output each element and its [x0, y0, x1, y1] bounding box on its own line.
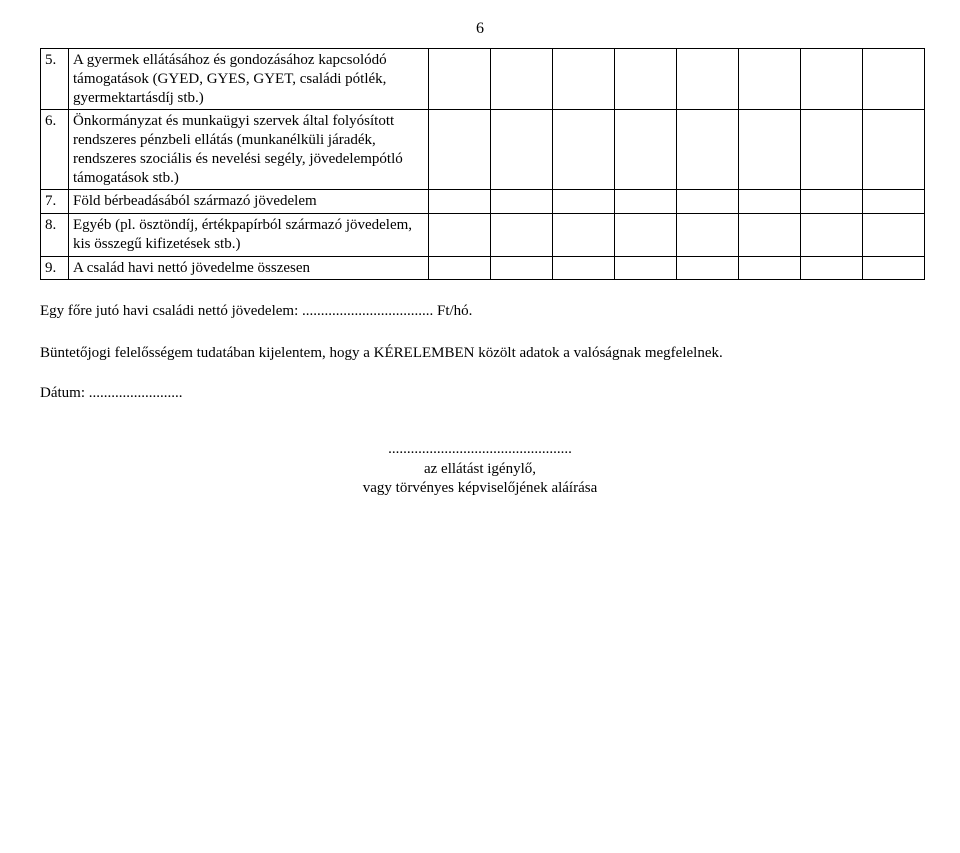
table-row: 6. Önkormányzat és munkaügyi szervek ált…	[41, 110, 925, 190]
row-number: 9.	[41, 256, 69, 280]
income-table: 5. A gyermek ellátásához és gondozásához…	[40, 48, 925, 280]
row-number: 5.	[41, 49, 69, 110]
data-cell	[801, 49, 863, 110]
row-description: A család havi nettó jövedelme összesen	[69, 256, 429, 280]
row-number: 8.	[41, 214, 69, 257]
row-description: Önkormányzat és munkaügyi szervek által …	[69, 110, 429, 190]
data-cell	[677, 256, 739, 280]
data-cell	[863, 49, 925, 110]
data-cell	[615, 256, 677, 280]
signature-line-1: az ellátást igénylő,	[40, 460, 920, 480]
data-cell	[615, 110, 677, 190]
data-cell	[739, 110, 801, 190]
data-cell	[429, 190, 491, 214]
data-cell	[429, 110, 491, 190]
data-cell	[429, 214, 491, 257]
data-cell	[429, 256, 491, 280]
data-cell	[615, 49, 677, 110]
data-cell	[863, 214, 925, 257]
data-cell	[677, 190, 739, 214]
data-cell	[863, 190, 925, 214]
table-row: 5. A gyermek ellátásához és gondozásához…	[41, 49, 925, 110]
data-cell	[739, 49, 801, 110]
data-cell	[801, 190, 863, 214]
data-cell	[739, 190, 801, 214]
data-cell	[677, 49, 739, 110]
data-cell	[491, 49, 553, 110]
data-cell	[677, 214, 739, 257]
data-cell	[491, 256, 553, 280]
data-cell	[615, 214, 677, 257]
data-cell	[553, 110, 615, 190]
data-cell	[739, 256, 801, 280]
page-number: 6	[40, 20, 920, 38]
data-cell	[553, 214, 615, 257]
signature-line-2: vagy törvényes képviselőjének aláírása	[40, 479, 920, 499]
per-capita-income-line: Egy főre jutó havi családi nettó jövedel…	[40, 302, 920, 322]
row-description: A gyermek ellátásához és gondozásához ka…	[69, 49, 429, 110]
row-description: Egyéb (pl. ösztöndíj, értékpapírból szár…	[69, 214, 429, 257]
signature-block: ........................................…	[40, 440, 920, 499]
data-cell	[491, 110, 553, 190]
data-cell	[801, 110, 863, 190]
data-cell	[553, 49, 615, 110]
declaration-text: Büntetőjogi felelősségem tudatában kijel…	[40, 344, 920, 364]
data-cell	[429, 49, 491, 110]
row-description: Föld bérbeadásából származó jövedelem	[69, 190, 429, 214]
data-cell	[739, 214, 801, 257]
table-row: 7. Föld bérbeadásából származó jövedelem	[41, 190, 925, 214]
signature-dotted-line: ........................................…	[40, 440, 920, 460]
data-cell	[491, 214, 553, 257]
data-cell	[801, 214, 863, 257]
data-cell	[553, 256, 615, 280]
data-cell	[677, 110, 739, 190]
data-cell	[553, 190, 615, 214]
table-row: 9. A család havi nettó jövedelme összese…	[41, 256, 925, 280]
data-cell	[801, 256, 863, 280]
date-label: Dátum: .........................	[40, 385, 920, 402]
data-cell	[863, 110, 925, 190]
row-number: 6.	[41, 110, 69, 190]
data-cell	[491, 190, 553, 214]
data-cell	[863, 256, 925, 280]
row-number: 7.	[41, 190, 69, 214]
table-row: 8. Egyéb (pl. ösztöndíj, értékpapírból s…	[41, 214, 925, 257]
data-cell	[615, 190, 677, 214]
